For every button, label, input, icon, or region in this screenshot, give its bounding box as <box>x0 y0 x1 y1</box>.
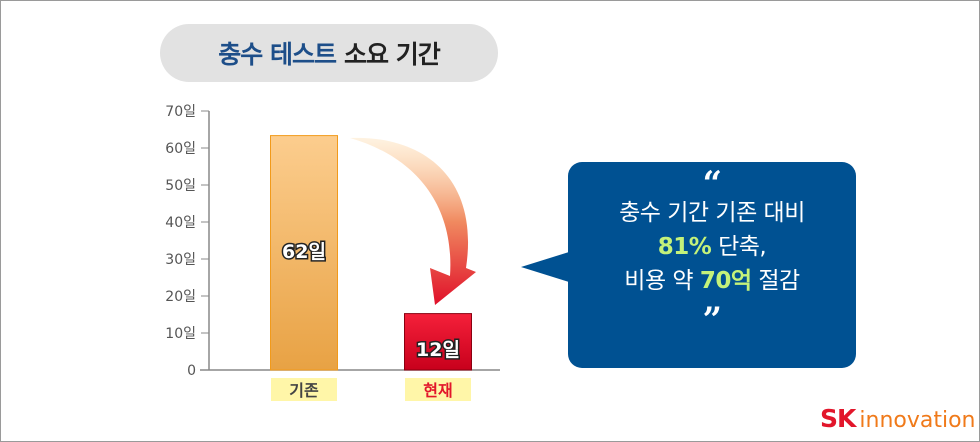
y-tick-label: 0 <box>187 363 196 379</box>
bar-기존 <box>270 135 338 371</box>
y-tick-label: 70일 <box>165 104 196 120</box>
callout-line-3-rest: 절감 <box>751 268 800 294</box>
data-label: 12일 <box>416 339 460 361</box>
callout-line-2-rest: 단축, <box>711 234 767 260</box>
y-tick-label: 10일 <box>165 326 196 342</box>
category-label-bg <box>271 378 337 401</box>
open-quote-icon: “ <box>702 164 722 204</box>
callout-tail <box>521 252 569 282</box>
data-label: 62일 <box>282 241 326 263</box>
decrease-arrow <box>350 137 476 305</box>
callout-line-3-pre: 비용 약 <box>624 268 700 294</box>
category-label: 현재 <box>423 381 452 400</box>
cost-highlight: 70억 <box>699 268 752 294</box>
category-label-bg <box>405 378 471 401</box>
sk-innovation-logo: SK innovation <box>820 404 976 433</box>
y-tick-label: 40일 <box>165 215 196 231</box>
callout-line-1: 충수 기간 기존 대비 <box>619 200 805 226</box>
bar-현재 <box>404 313 472 371</box>
callout-bubble: “ 충수 기간 기존 대비 81% 단축, 비용 약 70억 절감 ” <box>568 162 856 368</box>
logo-innovation: innovation <box>859 408 976 433</box>
callout-line-3: 비용 약 70억 절감 <box>568 264 856 298</box>
logo-sk: SK <box>820 404 856 433</box>
category-label: 기존 <box>289 381 319 400</box>
y-tick-label: 50일 <box>165 178 196 194</box>
title-rest: 소요 기간 <box>344 40 441 69</box>
title-highlight: 충수 테스트 <box>218 40 337 69</box>
percent-highlight: 81% <box>657 234 712 260</box>
y-tick-label: 60일 <box>165 141 196 157</box>
chart-title: 충수 테스트 소요 기간 <box>160 24 498 82</box>
y-tick-label: 20일 <box>165 289 196 305</box>
y-tick-label: 30일 <box>165 252 196 268</box>
callout-line-2: 81% 단축, <box>568 230 856 264</box>
close-quote-icon: ” <box>702 300 722 340</box>
